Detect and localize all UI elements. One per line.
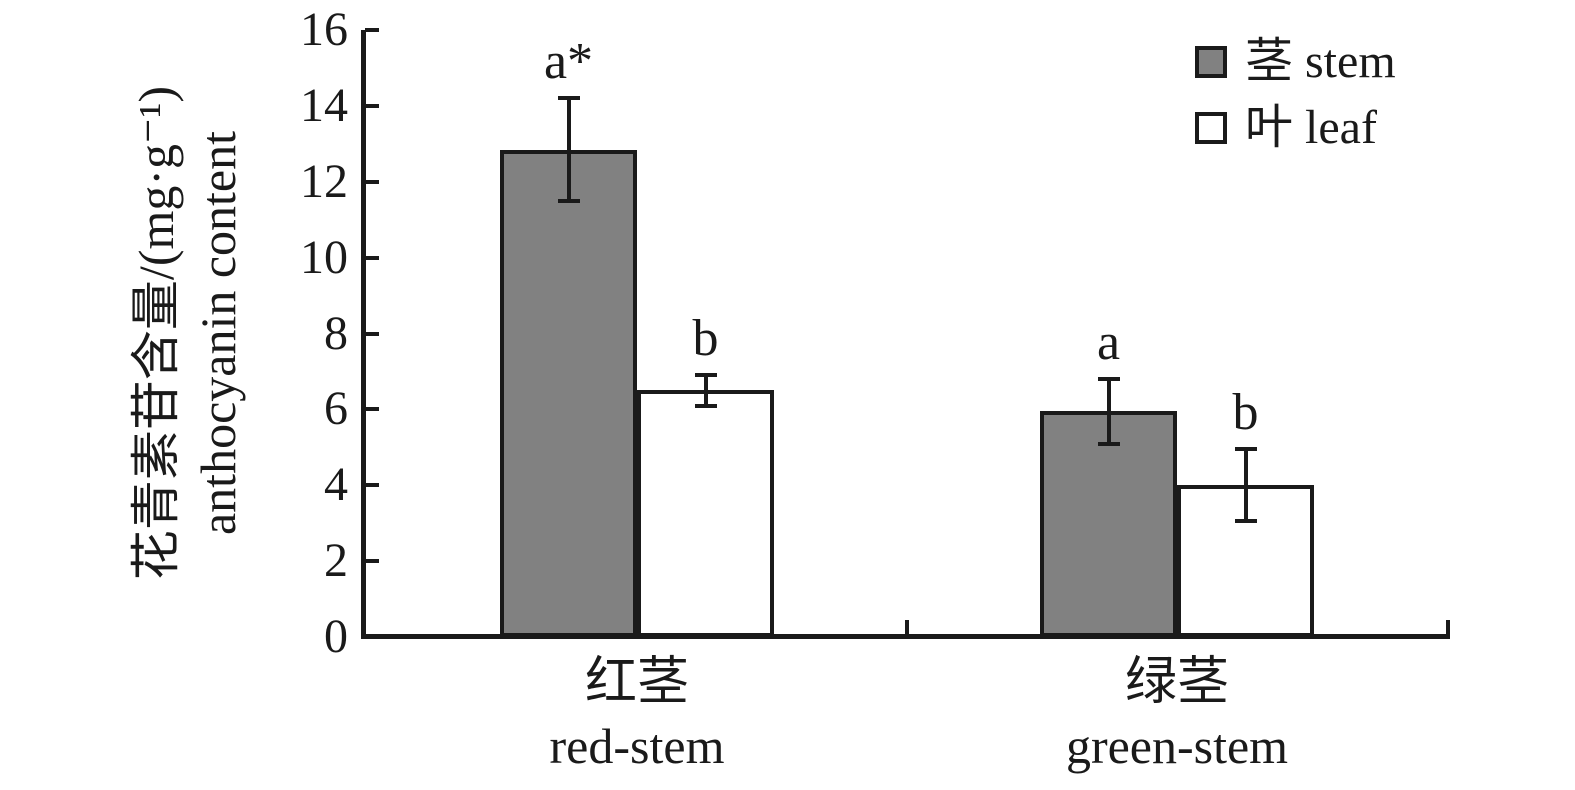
error-bar-line <box>566 98 571 201</box>
y-axis-title-cn: 花青素苷含量/(mg·g⁻¹) <box>128 85 184 581</box>
significance-label: b <box>692 310 719 368</box>
error-bar-cap-bottom <box>694 403 717 408</box>
y-tick-label-4: 4 <box>324 458 348 512</box>
stem-series-swatch <box>1195 46 1227 78</box>
significance-label: a <box>1096 314 1121 372</box>
category-red-stem-cn: 红茎 <box>584 654 689 711</box>
y-tick-label-16: 16 <box>300 3 348 56</box>
category-green-stem-cn: 绿茎 <box>1124 654 1229 711</box>
significance-label: b <box>1232 384 1259 442</box>
error-bar-cap-top <box>557 96 580 101</box>
y-tick-label-2: 2 <box>324 534 348 588</box>
category-red-stem-en: red-stem <box>549 718 725 774</box>
y-tick-8 <box>365 331 379 336</box>
y-tick-label-10: 10 <box>300 230 348 284</box>
error-bar-cap-bottom <box>1234 519 1257 524</box>
error-bar-cap-top <box>1097 377 1120 382</box>
category-label-green-stem: 绿茎 green-stem <box>1066 650 1288 776</box>
bar-leaf-red <box>637 390 774 637</box>
error-bar-line <box>1106 379 1111 444</box>
bar-stem-red <box>500 149 637 637</box>
y-axis-line <box>361 30 366 639</box>
y-tick-label-14: 14 <box>300 78 348 132</box>
y-tick-12 <box>365 179 379 184</box>
y-tick-label-8: 8 <box>324 306 348 360</box>
error-bar-cap-bottom <box>557 198 580 203</box>
legend-item-stem: 茎 stem <box>1195 35 1396 88</box>
error-bar-cap-bottom <box>1097 441 1120 446</box>
legend-item-leaf: 叶 leaf <box>1195 101 1396 154</box>
y-tick-label-6: 6 <box>324 382 348 436</box>
x-axis-line <box>361 634 1450 639</box>
y-tick-2 <box>365 559 379 564</box>
legend-label-stem: 茎 stem <box>1245 35 1396 88</box>
significance-label: a* <box>543 33 594 91</box>
legend-label-leaf: 叶 leaf <box>1245 101 1377 154</box>
y-tick-14 <box>365 103 379 108</box>
legend: 茎 stem 叶 leaf <box>1195 35 1396 154</box>
x-tick-end <box>1446 620 1450 635</box>
y-tick-0 <box>365 635 379 639</box>
y-tick-6 <box>365 407 379 412</box>
error-bar-cap-top <box>1234 447 1257 452</box>
leaf-series-swatch <box>1195 112 1227 144</box>
bar-stem-green <box>1040 411 1177 637</box>
error-bar-cap-top <box>694 373 717 378</box>
y-tick-16 <box>365 28 379 32</box>
y-tick-4 <box>365 483 379 488</box>
category-label-red-stem: 红茎 red-stem <box>550 650 725 776</box>
y-tick-label-0: 0 <box>324 610 348 663</box>
y-tick-10 <box>365 255 379 260</box>
x-tick-mid <box>905 620 909 635</box>
category-green-stem-en: green-stem <box>1065 718 1289 774</box>
error-bar-line <box>1243 449 1248 522</box>
error-bar-line <box>703 375 708 406</box>
y-tick-label-12: 12 <box>300 154 348 208</box>
